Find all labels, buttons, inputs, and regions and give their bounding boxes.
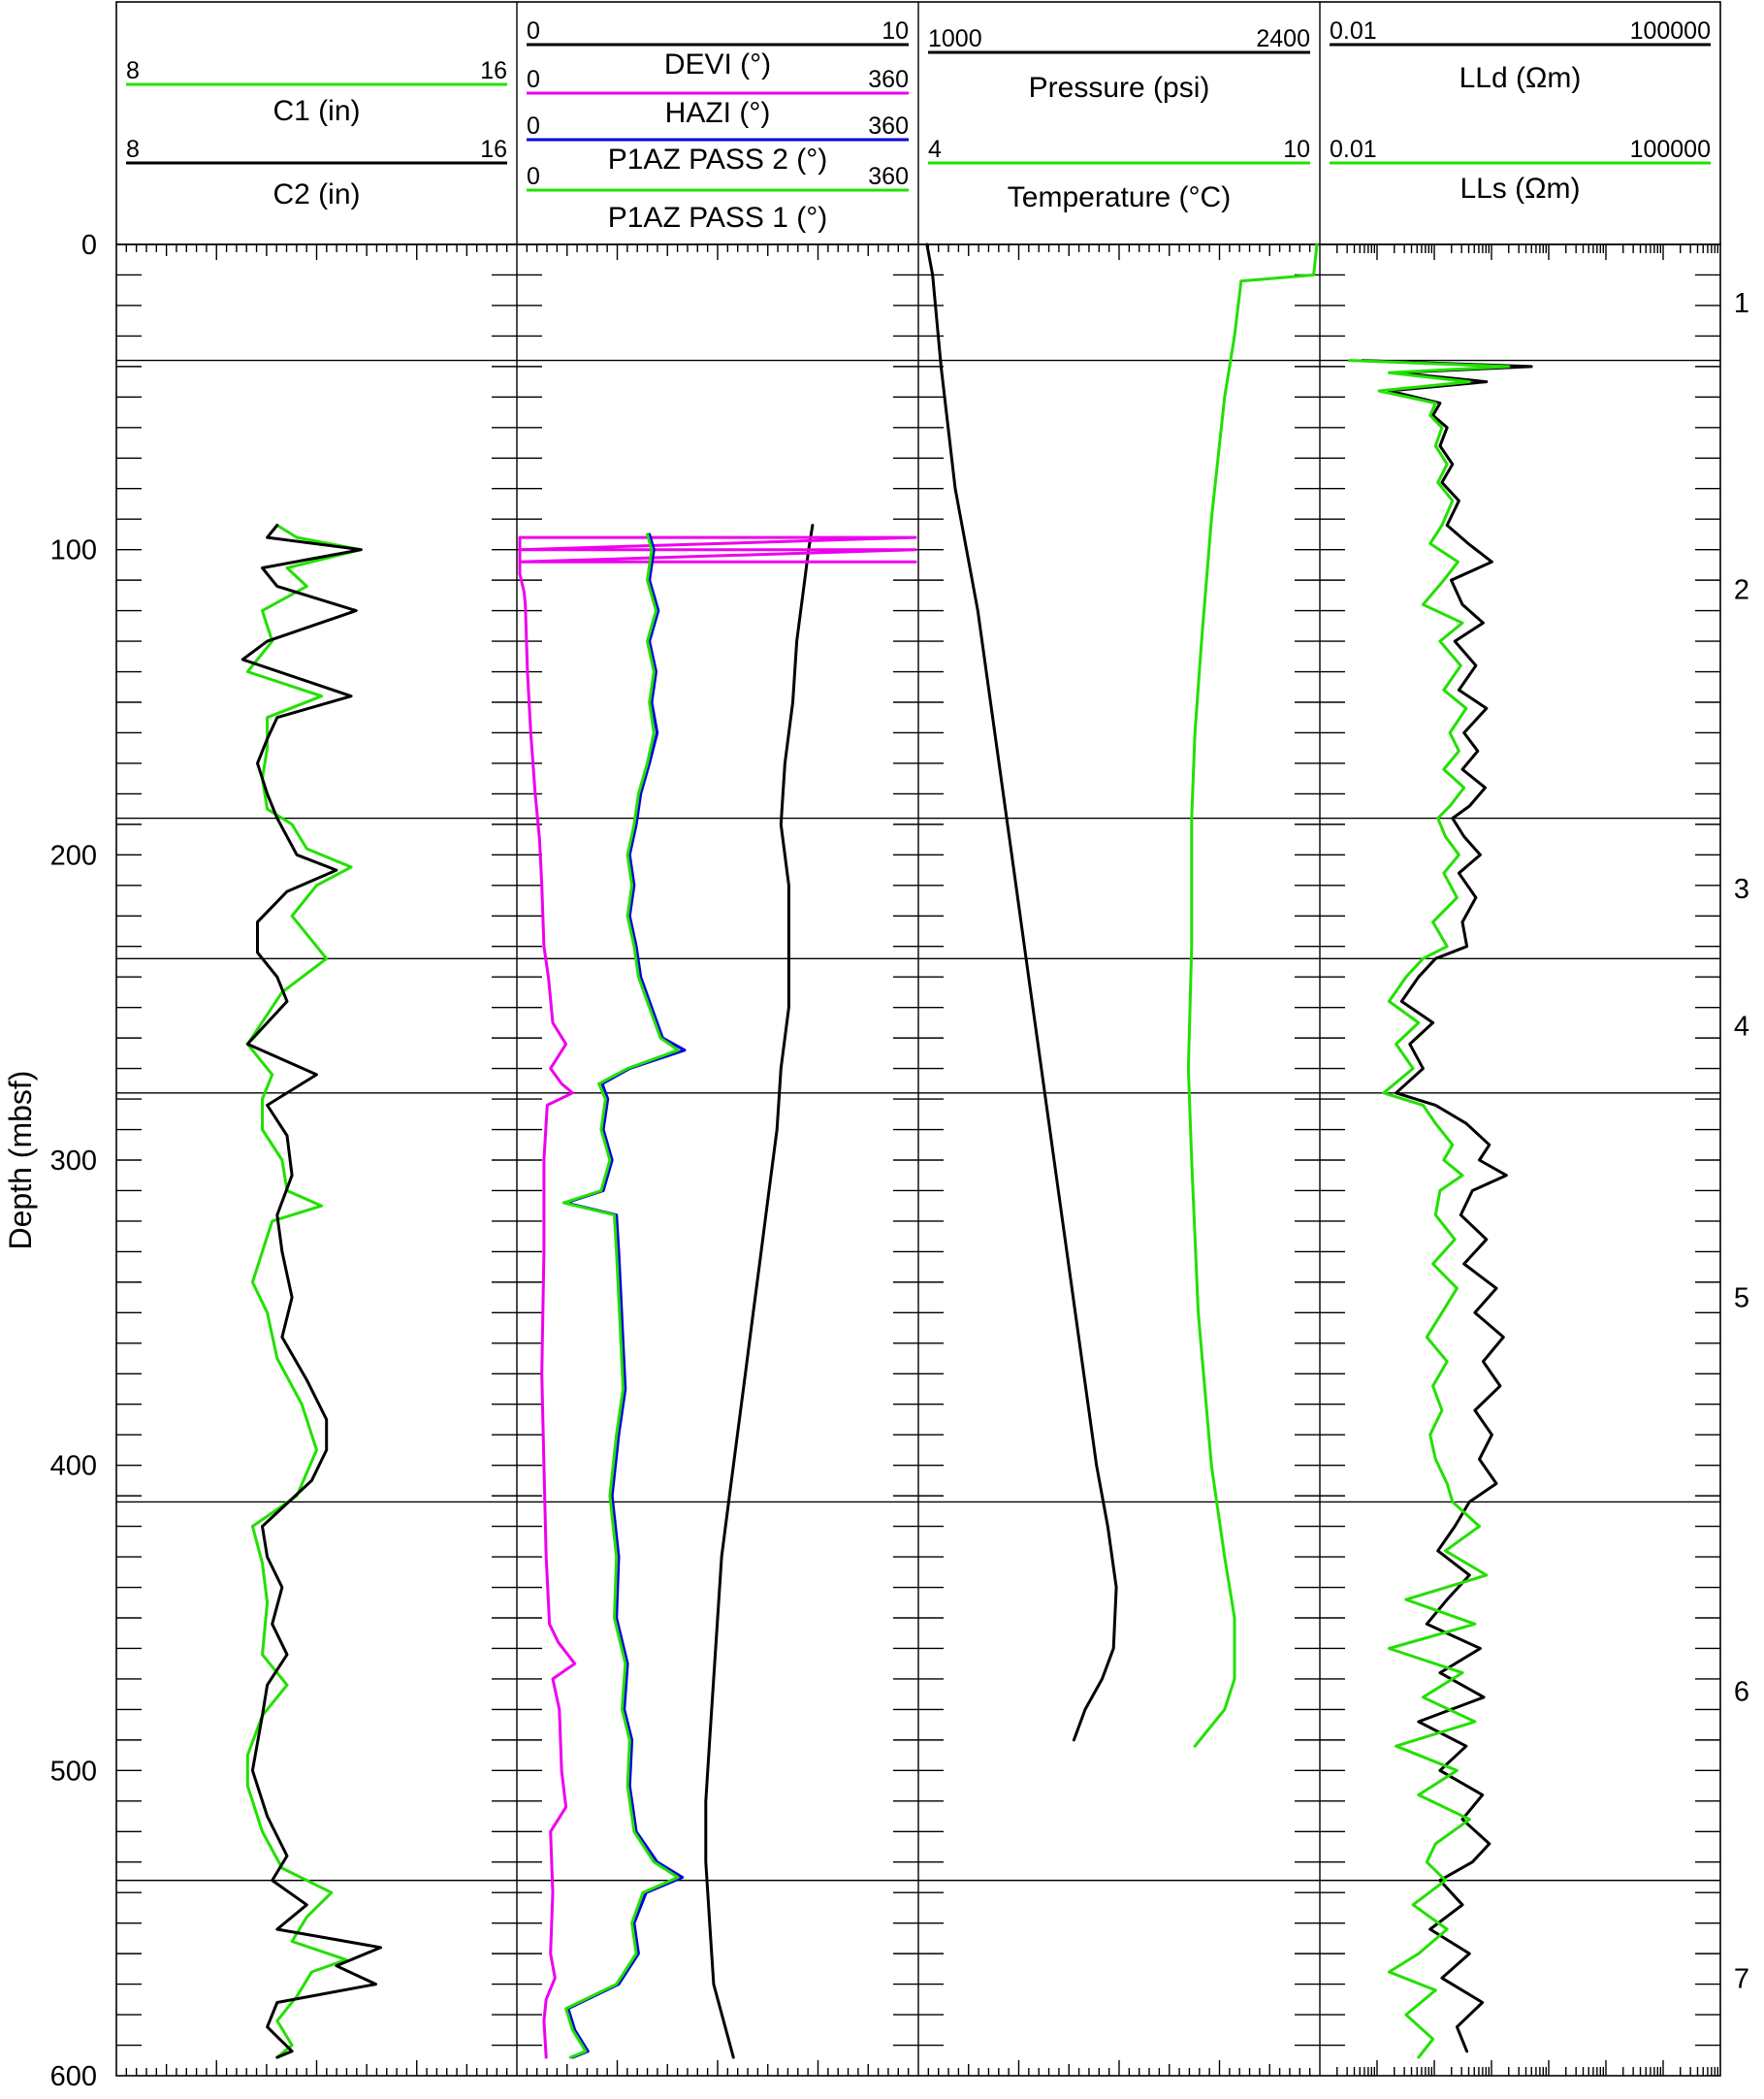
curve-temperature <box>1186 242 1319 1748</box>
depth-tick-label: 400 <box>50 1451 97 1482</box>
unit-label: 3 <box>1734 874 1749 905</box>
scale-max-label: 360 <box>868 113 909 140</box>
unit-label: 7 <box>1734 1963 1749 1994</box>
scale-title: C2 (in) <box>273 178 360 210</box>
scale-max-label: 100000 <box>1630 17 1711 45</box>
depth-tick-label: 500 <box>50 1756 97 1787</box>
unit-label: 1 <box>1734 288 1749 319</box>
scale-max-label: 360 <box>868 66 909 93</box>
scale-min-label: 8 <box>126 57 140 84</box>
scale-title: HAZI (°) <box>665 97 771 129</box>
scale-min-label: 0 <box>527 66 540 93</box>
curve-p1az-pass-1 <box>561 533 680 2059</box>
scale-title: Temperature (°C) <box>1008 181 1231 213</box>
scale-max-label: 360 <box>868 163 909 190</box>
depth-ticks <box>116 244 1720 2076</box>
unit-label: 5 <box>1734 1283 1749 1314</box>
scale-min-label: 0 <box>527 17 540 45</box>
scale-max-label: 2400 <box>1256 25 1310 52</box>
scale-min-label: 4 <box>928 136 942 163</box>
depth-tick-label: 200 <box>50 840 97 871</box>
scale-min-label: 0.01 <box>1330 17 1377 45</box>
track-headers: 8 16 C1 (in) 8 16 C2 (in) 0 10 DEVI (°) 0 360 HAZI … <box>126 17 1711 234</box>
scale-max-label: 10 <box>882 17 909 45</box>
curve-p1az-pass-2 <box>564 533 687 2059</box>
scale-max-label: 10 <box>1283 136 1310 163</box>
scale-title: LLs (Ωm) <box>1459 173 1580 205</box>
depth-tick-label: 0 <box>81 230 97 261</box>
log-curves <box>241 242 1533 2059</box>
scale-min-label: 8 <box>126 136 140 163</box>
depth-axis: 0 100 200 300 400 500 600 Depth (mbsf) <box>3 230 97 2092</box>
scale-title: Pressure (psi) <box>1029 72 1210 104</box>
y-axis-label: Depth (mbsf) <box>3 1071 38 1250</box>
curve-lld <box>1361 359 1533 2053</box>
unit-boundaries: 1 2 3 4 5 6 7 <box>116 288 1749 1994</box>
scale-min-label: 0 <box>527 163 540 190</box>
curve-lls <box>1348 359 1511 2059</box>
scale-title: DEVI (°) <box>664 48 771 81</box>
depth-tick-label: 300 <box>50 1146 97 1177</box>
curve-c1 <box>245 524 363 2059</box>
track-frames <box>115 1 1721 2077</box>
scale-max-label: 16 <box>480 136 507 163</box>
curve-pressure <box>925 242 1118 1742</box>
scale-min-label: 0 <box>527 113 540 140</box>
unit-label: 6 <box>1734 1677 1749 1708</box>
scale-title: P1AZ PASS 1 (°) <box>608 202 828 234</box>
scale-title: P1AZ PASS 2 (°) <box>608 144 828 176</box>
curve-devi <box>704 524 815 2059</box>
scale-max-label: 100000 <box>1630 136 1711 163</box>
curve-hazi <box>518 535 917 2059</box>
depth-tick-label: 100 <box>50 535 97 566</box>
scale-min-label: 0.01 <box>1330 136 1377 163</box>
unit-label: 4 <box>1734 1012 1749 1043</box>
curve-c2 <box>241 524 383 2059</box>
unit-label: 2 <box>1734 575 1749 606</box>
scale-title: C1 (in) <box>273 95 360 127</box>
scale-min-label: 1000 <box>928 25 982 52</box>
scale-title: LLd (Ωm) <box>1459 62 1582 94</box>
scale-max-label: 16 <box>480 57 507 84</box>
depth-tick-label: 600 <box>50 2061 97 2092</box>
